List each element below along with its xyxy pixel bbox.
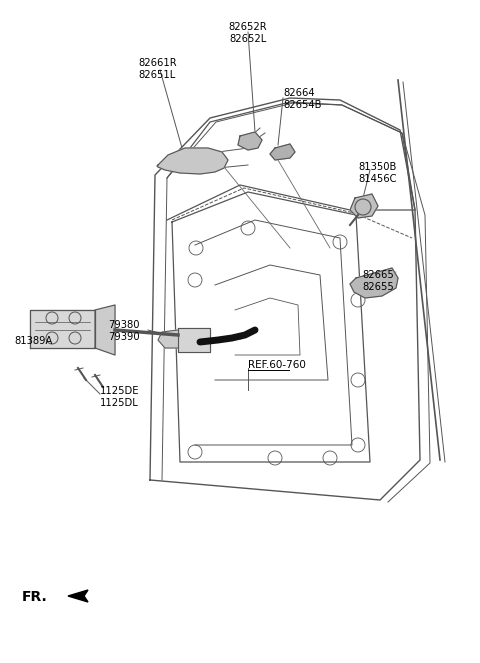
Text: 1125DE
1125DL: 1125DE 1125DL	[100, 386, 140, 408]
Text: 82661R
82651L: 82661R 82651L	[138, 58, 177, 80]
Text: 81389A: 81389A	[14, 336, 52, 346]
Polygon shape	[350, 268, 398, 298]
Text: FR.: FR.	[22, 590, 48, 604]
Text: 82665
82655: 82665 82655	[362, 270, 394, 292]
Polygon shape	[68, 590, 88, 602]
Text: 79380
79390: 79380 79390	[108, 320, 140, 341]
Text: 82652R
82652L: 82652R 82652L	[228, 22, 267, 44]
Polygon shape	[158, 330, 178, 348]
Text: 82664
82654B: 82664 82654B	[283, 88, 322, 109]
Polygon shape	[157, 148, 228, 174]
Text: 81350B
81456C: 81350B 81456C	[358, 162, 396, 184]
Polygon shape	[270, 144, 295, 160]
Polygon shape	[95, 305, 115, 355]
Polygon shape	[350, 194, 378, 218]
Polygon shape	[238, 132, 262, 150]
Polygon shape	[30, 310, 95, 348]
Text: REF.60-760: REF.60-760	[248, 360, 306, 370]
Polygon shape	[178, 328, 210, 352]
